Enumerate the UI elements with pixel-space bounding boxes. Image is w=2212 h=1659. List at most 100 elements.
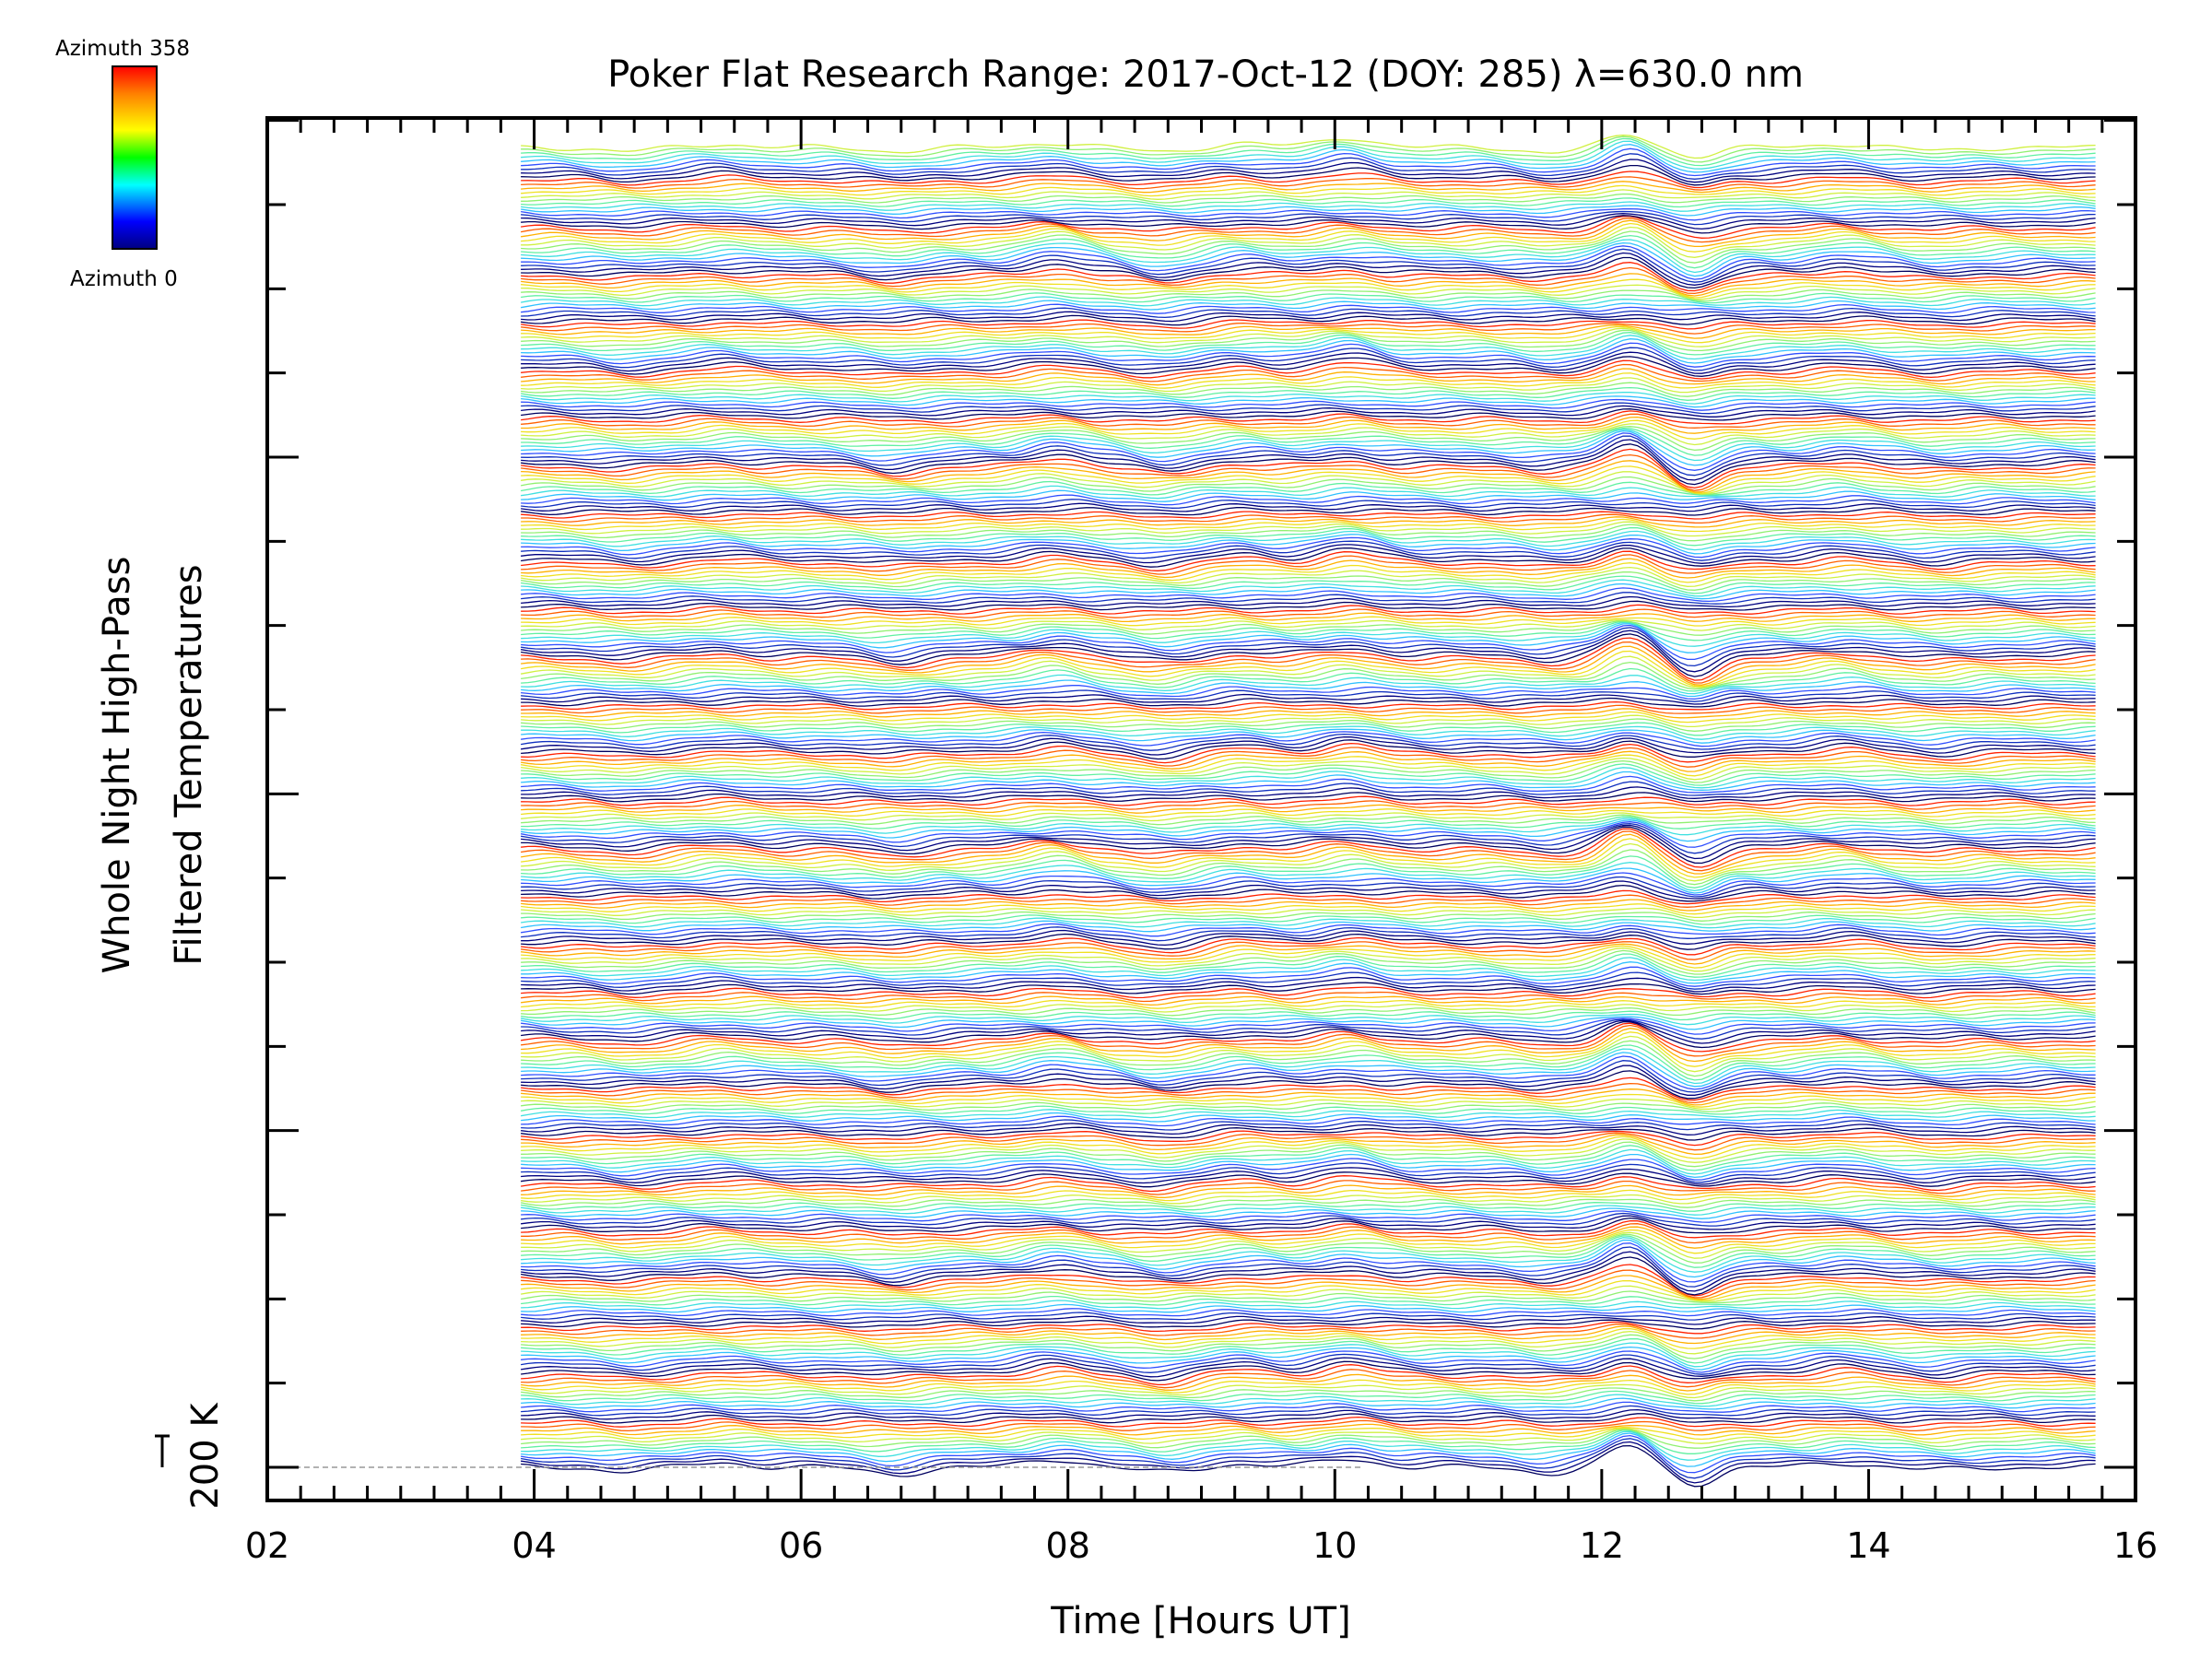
trace	[521, 941, 2096, 960]
trace	[521, 1223, 2096, 1244]
trace	[521, 1246, 2096, 1288]
trace	[521, 999, 2096, 1009]
trace	[521, 241, 2096, 277]
trace	[521, 338, 2096, 364]
trace	[521, 816, 2096, 830]
trace	[521, 933, 2096, 950]
trace	[521, 521, 2096, 537]
trace	[521, 957, 2096, 982]
trace	[520, 629, 2096, 673]
trace	[521, 627, 2096, 667]
trace	[521, 1031, 2096, 1067]
trace	[521, 1141, 2096, 1168]
trace	[521, 1390, 2096, 1405]
trace	[521, 1101, 2096, 1112]
trace	[521, 1171, 2096, 1188]
trace	[521, 1229, 2096, 1254]
trace	[521, 502, 2096, 512]
trace	[521, 884, 2096, 902]
trace	[521, 513, 2096, 524]
trace	[521, 311, 2096, 323]
trace	[521, 936, 2096, 956]
x-axis-label: Time [Hours UT]	[1050, 1600, 1350, 1642]
trace	[520, 1438, 2096, 1479]
trace	[521, 616, 2096, 627]
trace	[521, 1219, 2096, 1239]
trace	[521, 1132, 2096, 1151]
trace	[521, 943, 2096, 965]
trace	[521, 1048, 2096, 1085]
trace	[521, 489, 2096, 502]
trace	[521, 524, 2096, 542]
trace	[521, 197, 2096, 208]
trace	[521, 917, 2096, 929]
trace	[521, 814, 2096, 826]
trace	[521, 812, 2096, 822]
trace	[521, 140, 2096, 170]
trace	[521, 914, 2096, 925]
trace	[521, 579, 2096, 597]
trace	[521, 1430, 2096, 1461]
trace	[521, 439, 2096, 481]
trace	[521, 619, 2096, 631]
x-tick-label: 12	[1580, 1525, 1624, 1566]
trace	[521, 1397, 2096, 1410]
trace	[521, 1210, 2096, 1223]
trace	[521, 516, 2096, 528]
trace	[521, 961, 2096, 984]
trace	[521, 429, 2096, 466]
trace	[521, 620, 2096, 636]
trace	[521, 443, 2096, 486]
trace	[521, 624, 2096, 661]
trace	[521, 1405, 2096, 1417]
trace	[521, 880, 2096, 900]
trace	[521, 986, 2096, 999]
trace	[521, 818, 2096, 836]
trace	[521, 826, 2096, 865]
trace	[521, 862, 2096, 892]
trace	[521, 134, 2096, 159]
trace	[521, 324, 2096, 339]
trace	[521, 1035, 2096, 1073]
trace	[521, 775, 2096, 794]
trace	[521, 595, 2096, 608]
trace	[521, 1364, 2096, 1386]
trace	[521, 704, 2096, 714]
trace	[520, 566, 2096, 587]
trace	[521, 661, 2096, 690]
trace	[520, 296, 2096, 307]
trace	[521, 193, 2096, 204]
trace	[521, 1237, 2096, 1273]
trace	[521, 822, 2096, 854]
trace	[520, 1434, 2096, 1474]
trace	[521, 786, 2096, 799]
trace	[521, 587, 2096, 603]
trace	[521, 335, 2096, 360]
trace	[521, 1217, 2096, 1234]
trace	[520, 1198, 2096, 1208]
trace	[521, 1430, 2096, 1454]
trace	[521, 1115, 2096, 1127]
trace	[521, 327, 2096, 347]
trace	[521, 216, 2096, 239]
trace	[521, 530, 2096, 551]
trace	[521, 1239, 2096, 1278]
trace	[521, 1019, 2096, 1044]
trace	[521, 164, 2096, 186]
trace	[521, 256, 2096, 289]
trace	[521, 804, 2096, 814]
trace	[521, 1018, 2096, 1040]
trace	[521, 1098, 2096, 1111]
trace	[521, 872, 2096, 896]
trace	[521, 1334, 2096, 1359]
trace	[520, 476, 2096, 495]
trace	[521, 1357, 2096, 1378]
trace	[521, 1010, 2096, 1021]
trace	[521, 855, 2096, 888]
trace	[521, 342, 2096, 368]
trace	[521, 511, 2096, 520]
trace	[521, 1126, 2096, 1141]
trace	[521, 1394, 2096, 1407]
trace	[521, 966, 2096, 987]
trace	[521, 763, 2096, 786]
